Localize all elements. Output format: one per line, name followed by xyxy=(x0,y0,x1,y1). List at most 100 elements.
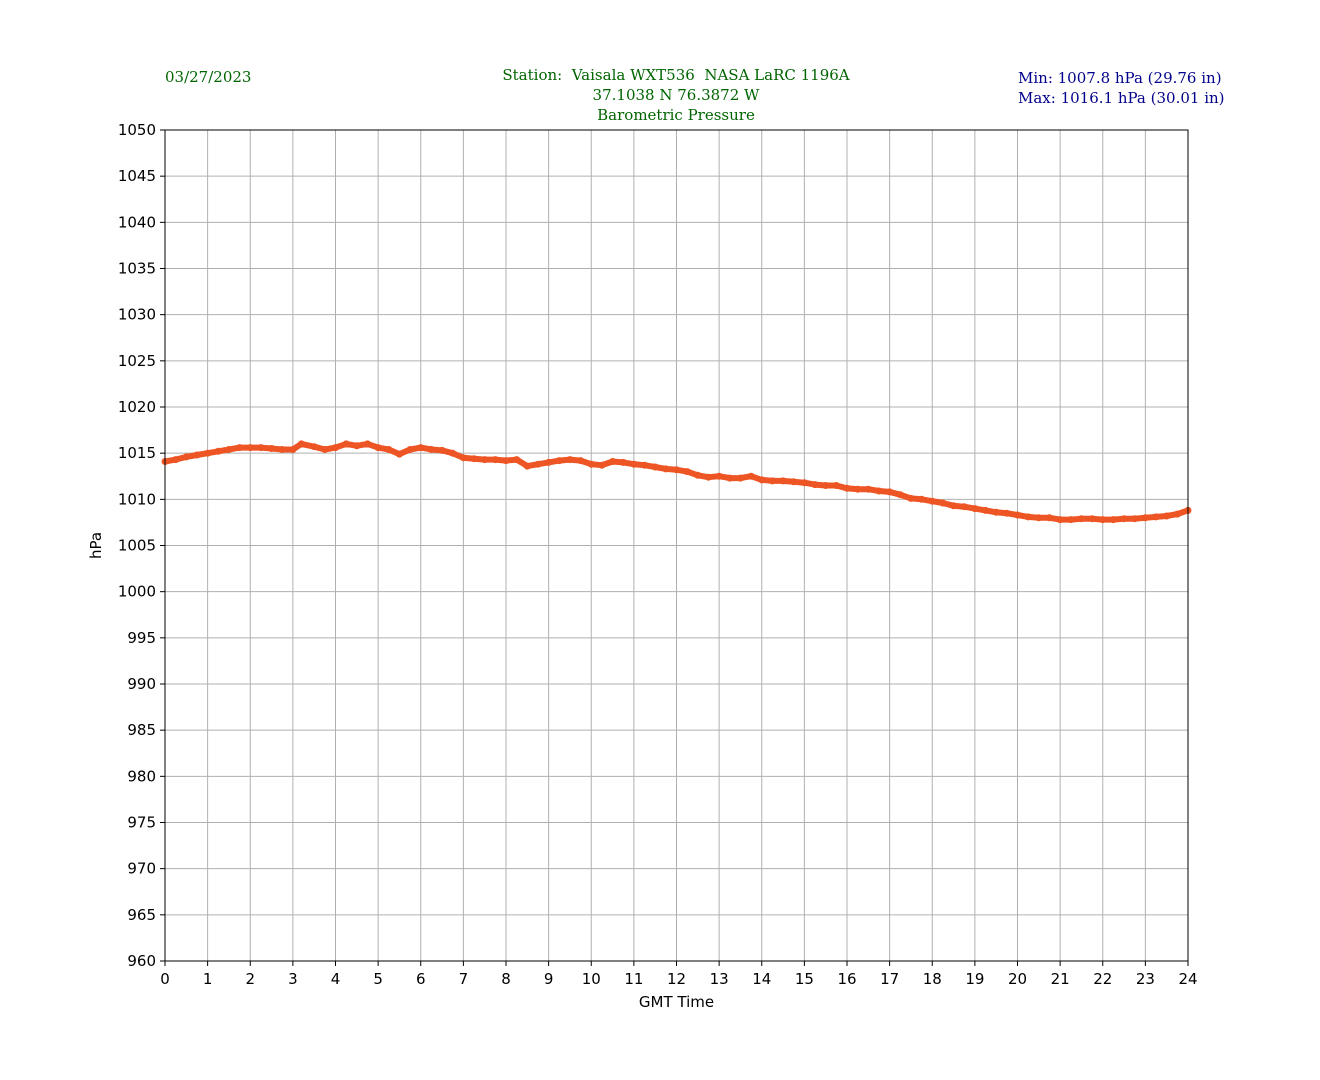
data-point xyxy=(268,445,276,452)
data-point xyxy=(971,505,979,513)
x-tick-label: 16 xyxy=(837,970,856,988)
data-point xyxy=(1003,509,1011,517)
data-point xyxy=(843,484,851,492)
data-point xyxy=(811,481,819,489)
data-point xyxy=(332,444,339,452)
data-point xyxy=(726,474,734,482)
data-point xyxy=(864,485,872,493)
y-tick-label: 970 xyxy=(127,860,156,878)
data-point xyxy=(1046,514,1053,522)
data-point xyxy=(950,502,958,510)
data-point xyxy=(246,444,254,452)
chart-title: Barometric Pressure xyxy=(597,106,755,124)
data-point xyxy=(297,440,305,448)
data-point xyxy=(257,444,265,452)
y-tick-label: 1035 xyxy=(118,260,156,278)
data-point xyxy=(1152,513,1160,521)
y-tick-label: 965 xyxy=(127,906,156,924)
x-tick-label: 9 xyxy=(544,970,554,988)
x-tick-label: 17 xyxy=(880,970,899,988)
data-point xyxy=(1099,516,1107,524)
data-point xyxy=(364,440,371,448)
data-point xyxy=(278,446,286,453)
data-point xyxy=(310,443,318,451)
data-point xyxy=(1173,510,1181,518)
x-tick-label: 21 xyxy=(1051,970,1070,988)
min-max-stats: Min: 1007.8 hPa (29.76 in) Max: 1016.1 h… xyxy=(1018,68,1225,108)
data-point xyxy=(204,449,212,457)
data-point xyxy=(481,456,489,464)
x-tick-label: 12 xyxy=(667,970,686,988)
data-point xyxy=(939,499,947,507)
data-point xyxy=(236,444,244,452)
x-tick-label: 5 xyxy=(373,970,383,988)
data-point xyxy=(353,442,361,450)
data-point xyxy=(470,455,478,463)
x-tick-label: 0 xyxy=(160,970,170,988)
data-point xyxy=(907,494,915,502)
x-tick-label: 14 xyxy=(752,970,771,988)
data-point xyxy=(598,461,606,469)
data-point xyxy=(1035,514,1043,522)
data-point xyxy=(1077,515,1085,523)
x-tick-label: 15 xyxy=(795,970,814,988)
y-tick-label: 960 xyxy=(127,952,156,970)
data-point xyxy=(694,471,702,479)
x-tick-label: 1 xyxy=(203,970,213,988)
data-point xyxy=(960,503,968,511)
x-tick-label: 23 xyxy=(1136,970,1155,988)
data-point xyxy=(172,456,180,464)
y-tick-label: 1015 xyxy=(118,444,156,462)
data-point xyxy=(427,446,435,453)
data-point xyxy=(438,446,446,454)
data-point xyxy=(758,476,766,484)
data-point xyxy=(182,453,190,461)
y-tick-label: 1045 xyxy=(118,167,156,185)
y-tick-label: 1000 xyxy=(118,583,156,601)
data-point xyxy=(1109,516,1117,524)
data-point xyxy=(406,446,414,453)
pressure-series xyxy=(161,440,1192,524)
x-tick-label: 3 xyxy=(288,970,298,988)
data-point xyxy=(832,482,840,489)
grid xyxy=(164,129,1189,962)
data-point xyxy=(662,465,670,473)
y-tick-label: 1030 xyxy=(118,306,156,324)
data-point xyxy=(225,446,233,453)
data-point xyxy=(502,457,510,465)
data-point xyxy=(1014,511,1021,519)
data-point xyxy=(193,451,201,459)
x-tick-label: 24 xyxy=(1178,970,1197,988)
x-tick-label: 18 xyxy=(923,970,942,988)
data-point xyxy=(705,473,712,481)
data-point xyxy=(1067,516,1075,524)
min-value-label: Min: 1007.8 hPa (29.76 in) xyxy=(1018,69,1222,87)
y-tick-label: 980 xyxy=(127,767,156,785)
data-point xyxy=(513,456,521,464)
x-tick-label: 11 xyxy=(624,970,643,988)
data-point xyxy=(886,488,894,496)
chart-header: Station: Vaisala WXT536 NASA LaRC 1196A … xyxy=(376,65,976,125)
data-point xyxy=(928,497,936,505)
max-value-label: Max: 1016.1 hPa (30.01 in) xyxy=(1018,89,1225,107)
y-tick-label: 985 xyxy=(127,721,156,739)
data-point xyxy=(577,457,585,465)
data-point xyxy=(1024,513,1032,521)
data-point xyxy=(1131,515,1139,523)
x-tick-label: 6 xyxy=(416,970,426,988)
data-point xyxy=(982,506,989,514)
data-point xyxy=(1141,514,1149,522)
data-point xyxy=(896,491,904,499)
data-point xyxy=(683,468,691,476)
data-point xyxy=(854,485,862,493)
data-point xyxy=(822,482,830,489)
data-point xyxy=(289,446,297,453)
data-point xyxy=(1056,516,1064,524)
data-point xyxy=(555,457,563,465)
x-tick-label: 4 xyxy=(331,970,341,988)
data-point xyxy=(214,447,222,455)
data-point xyxy=(715,472,723,480)
x-tick-label: 22 xyxy=(1093,970,1112,988)
data-point xyxy=(747,472,755,480)
